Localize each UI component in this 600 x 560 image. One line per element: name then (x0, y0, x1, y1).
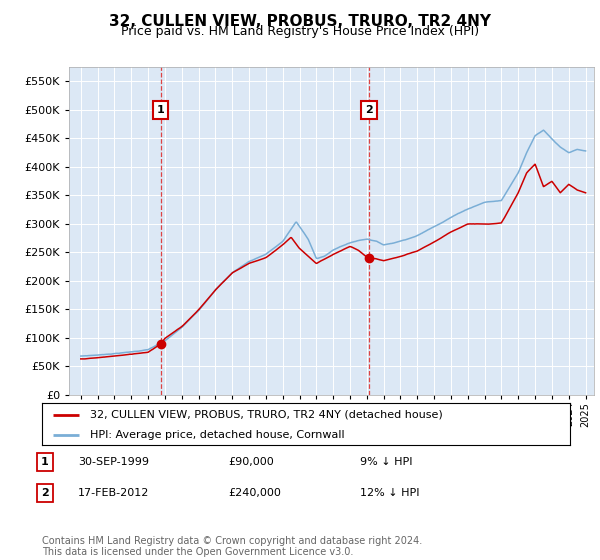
Text: £90,000: £90,000 (228, 457, 274, 467)
Text: 1: 1 (41, 457, 49, 467)
Text: 9% ↓ HPI: 9% ↓ HPI (360, 457, 413, 467)
Text: 2: 2 (365, 105, 373, 115)
Text: 17-FEB-2012: 17-FEB-2012 (78, 488, 149, 498)
Text: £240,000: £240,000 (228, 488, 281, 498)
Text: 2: 2 (41, 488, 49, 498)
Text: 1: 1 (157, 105, 164, 115)
Text: Contains HM Land Registry data © Crown copyright and database right 2024.
This d: Contains HM Land Registry data © Crown c… (42, 535, 422, 557)
Text: 30-SEP-1999: 30-SEP-1999 (78, 457, 149, 467)
Text: 32, CULLEN VIEW, PROBUS, TRURO, TR2 4NY (detached house): 32, CULLEN VIEW, PROBUS, TRURO, TR2 4NY … (89, 409, 442, 419)
Text: 32, CULLEN VIEW, PROBUS, TRURO, TR2 4NY: 32, CULLEN VIEW, PROBUS, TRURO, TR2 4NY (109, 14, 491, 29)
Text: HPI: Average price, detached house, Cornwall: HPI: Average price, detached house, Corn… (89, 430, 344, 440)
Text: 12% ↓ HPI: 12% ↓ HPI (360, 488, 419, 498)
Text: Price paid vs. HM Land Registry's House Price Index (HPI): Price paid vs. HM Land Registry's House … (121, 25, 479, 38)
